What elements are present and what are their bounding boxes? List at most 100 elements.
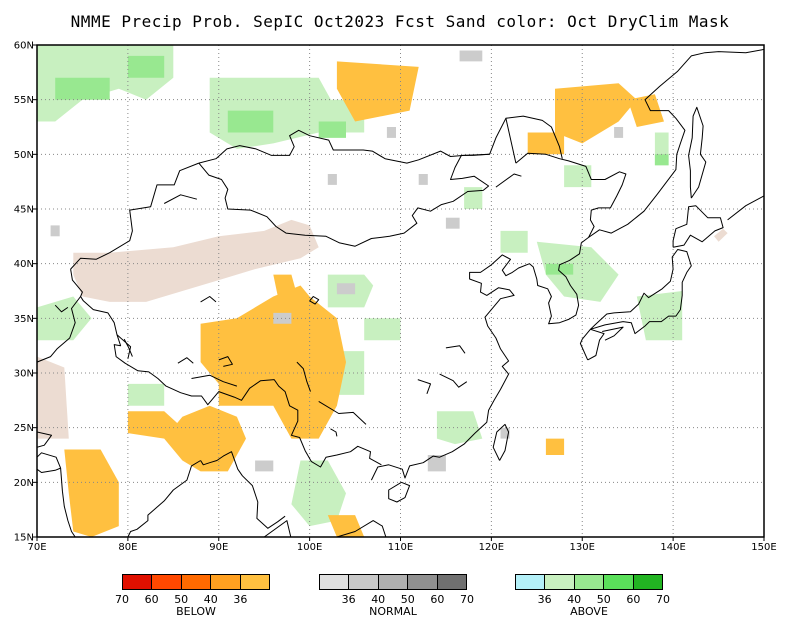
legend-swatch bbox=[123, 575, 153, 589]
coastline bbox=[336, 520, 387, 537]
legend-tick-label: 70 bbox=[115, 593, 129, 606]
near-normal-region bbox=[614, 127, 624, 138]
legend-swatch bbox=[240, 575, 270, 589]
coastline bbox=[198, 153, 490, 247]
legend-tick-label: 50 bbox=[174, 593, 189, 606]
legend-tick-label: 70 bbox=[460, 593, 474, 606]
near-normal-region bbox=[50, 225, 60, 237]
above-normal-region bbox=[436, 411, 483, 445]
legend-tick-label: 36 bbox=[537, 593, 552, 606]
above-normal-strong-region bbox=[227, 110, 274, 133]
x-tick-label: 80E bbox=[118, 542, 137, 553]
below-normal-region bbox=[527, 132, 565, 155]
legend-tick-label: 40 bbox=[203, 593, 218, 606]
near-normal-region bbox=[445, 217, 460, 229]
below-normal-region bbox=[218, 373, 274, 406]
x-tick-label: 90E bbox=[209, 542, 228, 553]
coastline bbox=[495, 173, 522, 188]
legend-swatch bbox=[437, 575, 467, 589]
coastline bbox=[688, 106, 707, 199]
y-tick-label: 35N bbox=[14, 314, 34, 325]
y-tick-label: 50N bbox=[14, 150, 34, 161]
below-normal-region bbox=[555, 83, 637, 144]
legend-tick-label: 50 bbox=[400, 593, 415, 606]
above-normal-region bbox=[564, 165, 592, 188]
above-normal-strong-region bbox=[318, 121, 346, 138]
coastline bbox=[200, 451, 286, 529]
x-tick-label: 70E bbox=[27, 542, 46, 553]
below-normal-region bbox=[64, 449, 119, 537]
coastline bbox=[54, 304, 69, 313]
coastline bbox=[218, 356, 233, 367]
below-normal-region bbox=[545, 438, 565, 455]
legend-tick-label: 36 bbox=[233, 593, 248, 606]
coastline bbox=[116, 334, 132, 359]
below-normal-region bbox=[336, 61, 419, 122]
near-normal-region bbox=[459, 50, 483, 62]
legend-swatch bbox=[378, 575, 409, 589]
near-normal-region bbox=[427, 455, 446, 472]
coastline bbox=[123, 338, 133, 357]
x-tick-label: 120E bbox=[479, 542, 504, 553]
below-normal-region bbox=[627, 94, 664, 127]
above-normal-region bbox=[37, 296, 92, 341]
legend-swatch bbox=[574, 575, 605, 589]
coastline bbox=[309, 296, 320, 305]
below-normal-region bbox=[273, 274, 301, 319]
legend-above: 36 40 50 60 70 ABOVE bbox=[515, 574, 670, 618]
coastline bbox=[602, 326, 624, 341]
coastline bbox=[60, 468, 76, 537]
above-normal-region bbox=[536, 241, 619, 302]
legend-swatch bbox=[408, 575, 438, 589]
legend-normal-ticks: 36 40 50 60 70 bbox=[319, 593, 474, 606]
coastline bbox=[296, 361, 311, 392]
coastline bbox=[70, 162, 199, 270]
near-normal-region bbox=[336, 283, 356, 295]
coastline bbox=[318, 400, 367, 425]
legend-tick-label: 60 bbox=[430, 593, 445, 606]
coastline bbox=[37, 452, 62, 469]
legend-tick-label: 60 bbox=[144, 593, 159, 606]
y-tick-label: 25N bbox=[14, 423, 34, 434]
coastline bbox=[370, 254, 530, 481]
near-normal-region bbox=[327, 174, 337, 185]
above-normal-region bbox=[636, 291, 683, 341]
coastline bbox=[330, 428, 338, 437]
legend-swatch bbox=[604, 575, 634, 589]
near-normal-region bbox=[418, 174, 428, 185]
near-normal-region bbox=[386, 127, 396, 138]
above-normal-region bbox=[464, 187, 483, 209]
coastline bbox=[263, 520, 292, 537]
legend-tick-label: 70 bbox=[656, 593, 670, 606]
above-normal-strong-region bbox=[545, 263, 574, 275]
coastline bbox=[163, 194, 198, 204]
above-normal-strong-region bbox=[55, 77, 110, 100]
near-normal-region bbox=[273, 312, 292, 324]
legend-tick-label: 60 bbox=[626, 593, 641, 606]
legend-swatch bbox=[633, 575, 663, 589]
legend-below-ticks: 70 60 50 40 36 bbox=[115, 593, 270, 606]
map-title: NMME Precip Prob. SepIC Oct2023 Fcst San… bbox=[70, 12, 730, 31]
legend-above-ticks: 36 40 50 60 70 bbox=[515, 593, 670, 606]
coastline bbox=[727, 195, 764, 221]
y-tick-label: 40N bbox=[14, 259, 34, 270]
coastline bbox=[445, 345, 466, 354]
legend-tick-label: 36 bbox=[341, 593, 356, 606]
legend-above-label: ABOVE bbox=[570, 605, 608, 618]
legend-below-label: BELOW bbox=[176, 605, 216, 618]
coastline bbox=[177, 357, 194, 364]
y-tick-label: 15N bbox=[14, 533, 34, 544]
coastline bbox=[590, 249, 692, 335]
x-tick-label: 110E bbox=[388, 542, 413, 553]
coastline bbox=[417, 379, 431, 394]
coastline bbox=[37, 296, 81, 363]
coastline bbox=[489, 118, 507, 155]
x-tick-label: 140E bbox=[660, 542, 685, 553]
legend-below: 70 60 50 40 36 BELOW bbox=[115, 574, 270, 618]
legend-normal-swatches bbox=[319, 574, 467, 590]
dry-mask-region bbox=[714, 228, 728, 242]
coastline bbox=[515, 152, 627, 238]
y-tick-label: 45N bbox=[14, 205, 34, 216]
legend-tick-label: 40 bbox=[371, 593, 386, 606]
legend-swatch bbox=[516, 575, 546, 589]
